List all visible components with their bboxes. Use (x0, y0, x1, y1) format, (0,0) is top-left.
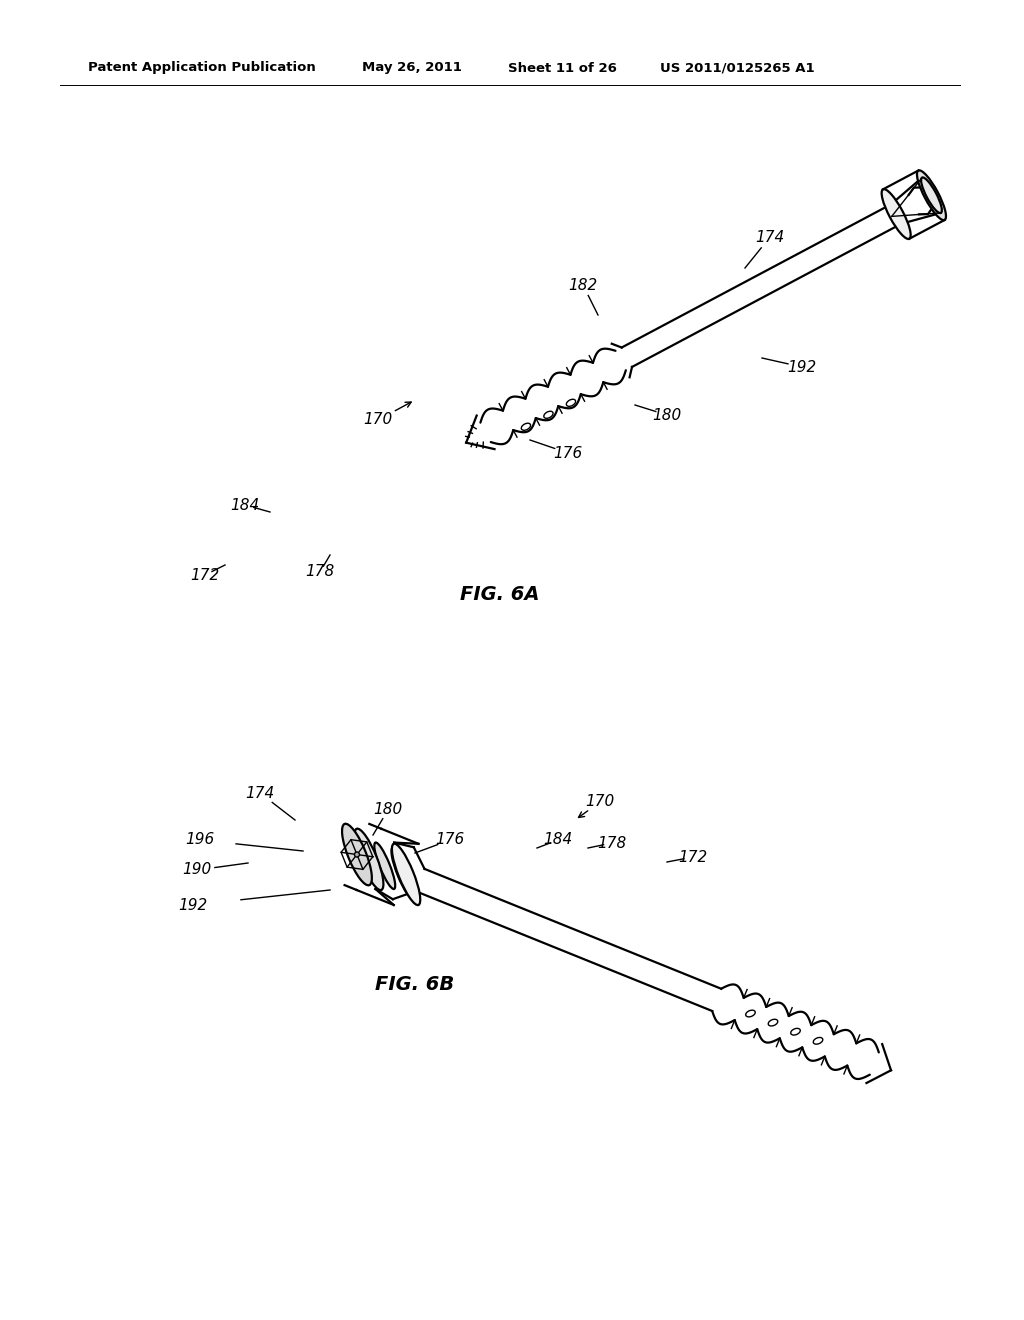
Ellipse shape (566, 399, 575, 407)
Ellipse shape (392, 843, 420, 906)
Text: 180: 180 (652, 408, 682, 422)
Ellipse shape (916, 170, 946, 220)
Ellipse shape (521, 424, 530, 430)
Ellipse shape (922, 177, 942, 213)
Ellipse shape (791, 1028, 801, 1035)
Text: 170: 170 (364, 412, 392, 428)
Text: 180: 180 (374, 803, 402, 817)
Ellipse shape (375, 842, 395, 890)
Text: Patent Application Publication: Patent Application Publication (88, 62, 315, 74)
Text: 196: 196 (185, 833, 215, 847)
Ellipse shape (391, 847, 415, 899)
Text: 192: 192 (787, 359, 816, 375)
Text: 178: 178 (597, 836, 627, 850)
Text: 184: 184 (544, 833, 572, 847)
Text: 184: 184 (230, 498, 260, 512)
Ellipse shape (768, 1019, 778, 1026)
Text: 176: 176 (435, 833, 465, 847)
Ellipse shape (342, 824, 372, 886)
Text: 190: 190 (182, 862, 212, 878)
Ellipse shape (745, 1010, 756, 1016)
Text: 178: 178 (305, 565, 335, 579)
Ellipse shape (544, 412, 553, 418)
Ellipse shape (354, 829, 383, 890)
Text: 172: 172 (678, 850, 708, 865)
Text: May 26, 2011: May 26, 2011 (362, 62, 462, 74)
Text: FIG. 6B: FIG. 6B (376, 975, 455, 994)
Text: 182: 182 (568, 277, 598, 293)
Text: FIG. 6A: FIG. 6A (460, 586, 540, 605)
Text: 176: 176 (553, 446, 583, 461)
Ellipse shape (813, 1038, 823, 1044)
Text: US 2011/0125265 A1: US 2011/0125265 A1 (660, 62, 815, 74)
Ellipse shape (882, 189, 910, 239)
Text: Sheet 11 of 26: Sheet 11 of 26 (508, 62, 616, 74)
Ellipse shape (354, 851, 359, 857)
Text: 172: 172 (190, 568, 219, 582)
Text: 192: 192 (178, 898, 208, 912)
Text: 174: 174 (756, 230, 784, 244)
Text: 174: 174 (246, 785, 274, 800)
Text: 170: 170 (586, 795, 614, 809)
